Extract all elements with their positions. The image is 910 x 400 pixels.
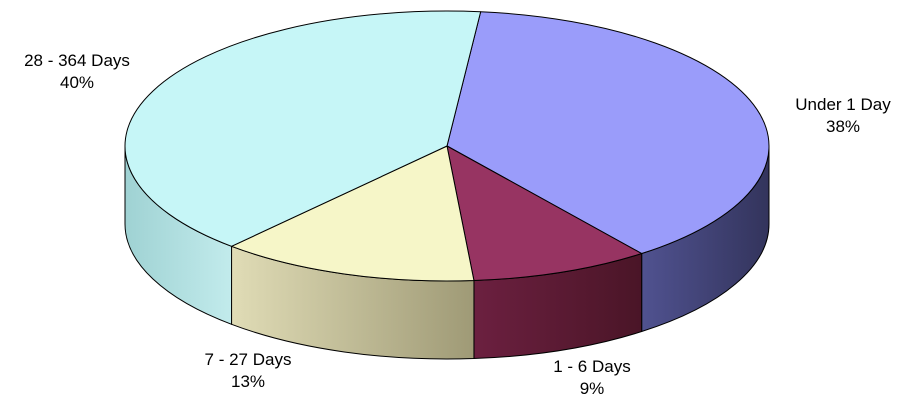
pie-slice-2 <box>446 145 643 282</box>
slice-category-label: Under 1 Day <box>795 95 891 114</box>
slice-category-label: 1 - 6 Days <box>553 357 630 376</box>
slice-label-2: 1 - 6 Days 9% <box>553 357 630 398</box>
slice-category-label: 7 - 27 Days <box>205 350 292 369</box>
slice-percent-label: 40% <box>60 73 94 92</box>
slice-label-1: Under 1 Day 38% <box>795 95 891 136</box>
slice-category-label: 28 - 364 Days <box>24 51 130 70</box>
slice-percent-label: 13% <box>231 372 265 391</box>
pie-slice-4 <box>124 10 482 247</box>
slice-label-4: 28 - 364 Days 40% <box>24 51 130 92</box>
pie-slice-1 <box>446 11 770 255</box>
slice-percent-label: 38% <box>826 117 860 136</box>
slice-label-3: 7 - 27 Days 13% <box>205 350 292 391</box>
slice-percent-label: 9% <box>580 379 605 398</box>
pie-slice-3 <box>231 145 475 282</box>
